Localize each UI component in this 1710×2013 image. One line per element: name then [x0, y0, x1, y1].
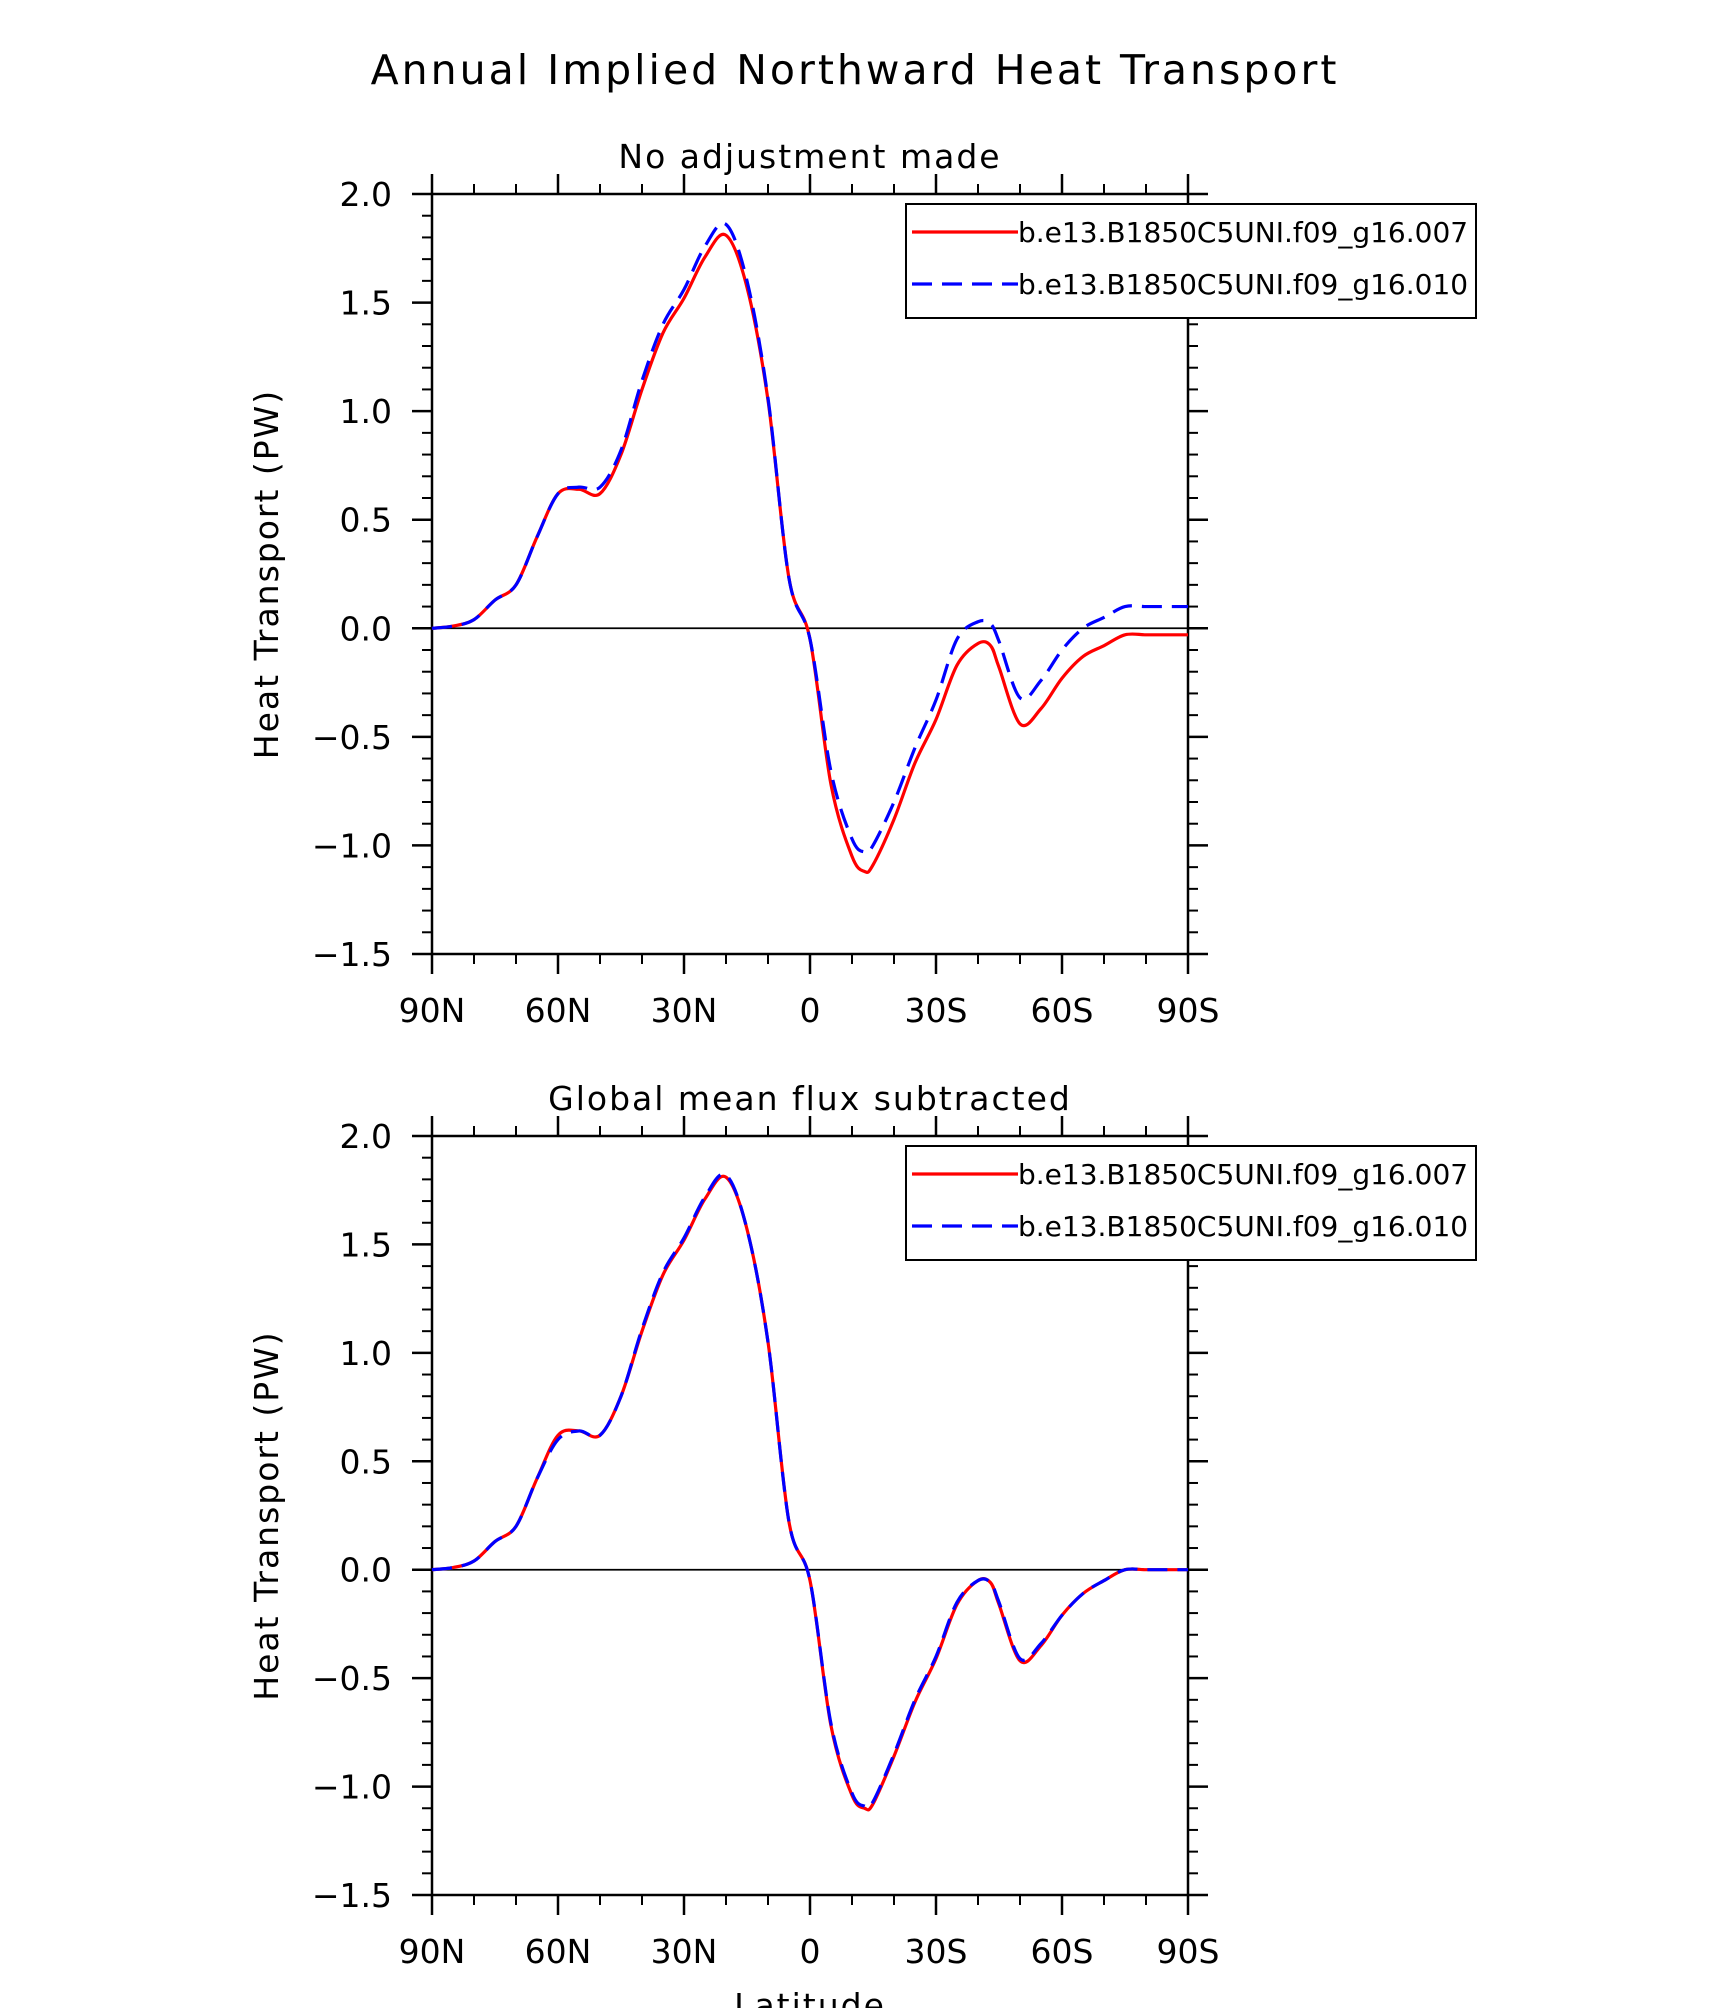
- x-tick-label: 30S: [905, 1932, 968, 1971]
- y-tick-label: −1.5: [312, 935, 392, 974]
- panel-subtitle: No adjustment made: [618, 137, 1001, 176]
- y-tick-label: −0.5: [312, 1659, 392, 1698]
- panel-top: No adjustment made −1.5 −1.0 −0.5 0.0 0.5 1.0 1…: [247, 137, 1477, 1030]
- legend-entry-1: b.e13.B1850C5UNI.f09_g16.007: [1018, 1158, 1468, 1191]
- y-tick-label: 0.5: [340, 501, 392, 540]
- panel-subtitle: Global mean flux subtracted: [548, 1079, 1072, 1118]
- x-tick-label: 0: [800, 1932, 821, 1971]
- y-tick-label: −1.5: [312, 1876, 392, 1915]
- x-tick-label: 30N: [651, 991, 718, 1030]
- y-tick-label: 2.0: [340, 1117, 392, 1156]
- y-tick-label: 1.0: [340, 392, 392, 431]
- y-tick-label: −0.5: [312, 718, 392, 757]
- y-tick-label: 0.0: [340, 609, 392, 648]
- series-line-1: [431, 232, 1188, 874]
- legend-box: [905, 203, 1477, 319]
- series-line-2: [431, 1172, 1188, 1810]
- y-tick-label: 2.0: [340, 175, 392, 214]
- x-tick-label: 60S: [1031, 991, 1094, 1030]
- x-tick-label: 90N: [399, 1932, 466, 1971]
- x-axis-label: Latitude: [734, 1986, 886, 2008]
- x-tick-label: 30S: [905, 991, 968, 1030]
- y-tick-label: 1.0: [340, 1334, 392, 1373]
- legend-entry-2: b.e13.B1850C5UNI.f09_g16.010: [1018, 1210, 1468, 1243]
- series-line-1: [431, 1174, 1188, 1812]
- x-tick-label: 90N: [399, 991, 466, 1030]
- y-tick-label: −1.0: [312, 826, 392, 865]
- x-tick-label: 60N: [525, 1932, 592, 1971]
- x-tick-label: 30N: [651, 1932, 718, 1971]
- y-tick-label: 0.0: [340, 1551, 392, 1590]
- y-tick-label: −1.0: [312, 1768, 392, 1807]
- y-tick-label: 1.5: [340, 284, 392, 323]
- figure-title: Annual Implied Northward Heat Transport: [371, 46, 1340, 94]
- y-axis-label: Heat Transport (PW): [247, 1330, 286, 1700]
- x-tick-label: 60N: [525, 991, 592, 1030]
- x-tick-label: 90S: [1157, 1932, 1220, 1971]
- x-tick-label: 90S: [1157, 991, 1220, 1030]
- legend-box: [905, 1145, 1477, 1261]
- panel-bottom: Global mean flux subtracted −1.5 −1.0 −0.5 0…: [247, 1079, 1477, 2013]
- x-tick-label: 60S: [1031, 1932, 1094, 1971]
- legend-entry-2: b.e13.B1850C5UNI.f09_g16.010: [1018, 268, 1468, 301]
- legend-entry-1: b.e13.B1850C5UNI.f09_g16.007: [1018, 216, 1468, 249]
- y-tick-label: 1.5: [340, 1225, 392, 1264]
- series-line-2: [431, 221, 1188, 855]
- y-tick-label: 0.5: [340, 1442, 392, 1481]
- y-axis-label: Heat Transport (PW): [247, 389, 286, 759]
- x-tick-label: 0: [800, 991, 821, 1030]
